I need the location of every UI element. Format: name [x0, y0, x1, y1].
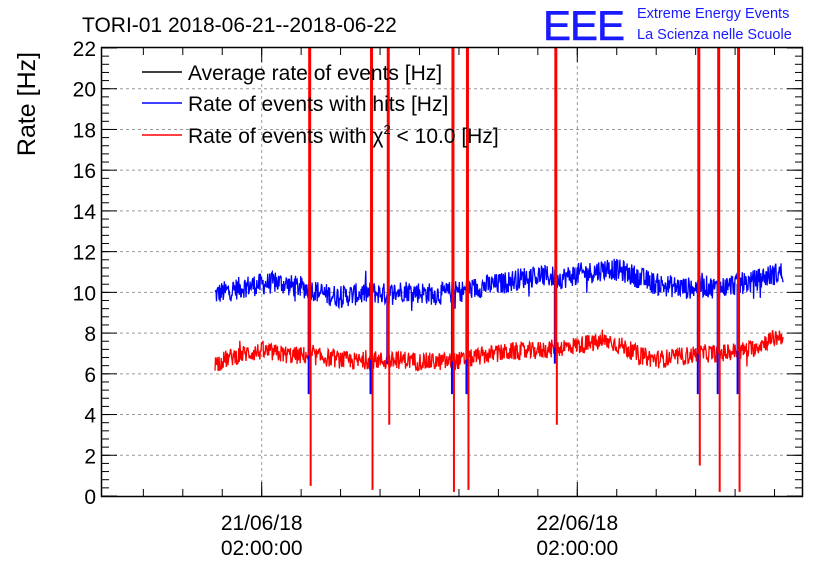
legend-chi2-superscript: 2: [383, 122, 390, 137]
chart-title: TORI-01 2018-06-21--2018-06-22: [82, 14, 397, 37]
x-tick-label-date: 21/06/18: [221, 512, 303, 535]
legend-chi2-suffix: < 10.0 [Hz]: [391, 125, 499, 148]
legend-entry-average: Average rate of events [Hz]: [188, 62, 442, 85]
y-tick-label: 12: [73, 242, 96, 265]
y-tick-label: 4: [84, 405, 96, 428]
legend-chi2-prefix: Rate of events with: [188, 125, 372, 148]
legend-entry-chi2: Rate of events with χ2 < 10.0 [Hz]: [188, 122, 499, 148]
y-axis-label: Rate [Hz]: [13, 52, 41, 156]
x-tick-label-date: 22/06/18: [536, 512, 618, 535]
y-tick-label: 20: [73, 79, 96, 102]
y-tick-labels: 0 2 4 6 8 10 12 14 16 18 20 22: [73, 38, 97, 509]
eee-logo-line1: Extreme Energy Events: [637, 6, 789, 22]
axis-ticks: [102, 47, 802, 497]
eee-logo: EEE Extreme Energy Events La Scienza nel…: [543, 2, 792, 50]
y-tick-label: 0: [84, 486, 96, 509]
data-series: [214, 48, 784, 492]
y-tick-label: 18: [73, 119, 96, 142]
y-tick-label: 2: [84, 445, 96, 468]
y-tick-label: 8: [84, 323, 96, 346]
y-tick-label: 22: [73, 38, 96, 61]
x-tick-label-time: 02:00:00: [221, 537, 303, 560]
eee-logo-line2: La Scienza nelle Scuole: [637, 27, 792, 43]
legend-chi2-symbol: χ: [372, 125, 383, 148]
legend: Average rate of events [Hz] Rate of even…: [142, 62, 499, 148]
y-tick-label: 14: [73, 201, 97, 224]
y-tick-label: 16: [73, 160, 96, 183]
y-tick-label: 10: [73, 282, 96, 305]
plot-frame: [100, 46, 804, 498]
legend-entry-hits: Rate of events with hits [Hz]: [188, 93, 448, 116]
eee-logo-mark: EEE: [543, 2, 624, 49]
x-tick-label-time: 02:00:00: [536, 537, 618, 560]
y-tick-label: 6: [84, 364, 96, 387]
